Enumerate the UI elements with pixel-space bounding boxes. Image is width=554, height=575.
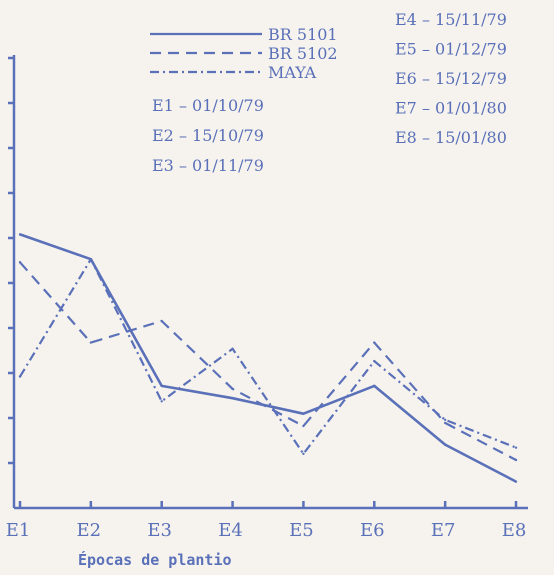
data-point bbox=[373, 359, 376, 363]
x-tick-label: E2 bbox=[77, 520, 102, 541]
series-line-maya bbox=[19, 258, 517, 455]
data-point bbox=[514, 446, 518, 449]
data-point bbox=[231, 397, 234, 400]
data-point bbox=[18, 261, 22, 264]
x-tick-label: E7 bbox=[431, 520, 456, 541]
data-point bbox=[160, 319, 163, 323]
epoch-legend-entry: E5 – 01/12/79 bbox=[395, 40, 507, 59]
x-tick-label: E3 bbox=[147, 520, 172, 541]
data-point bbox=[18, 375, 22, 378]
x-tick-label: E6 bbox=[360, 520, 385, 541]
data-point bbox=[302, 452, 305, 456]
x-tick-label: E8 bbox=[502, 520, 527, 541]
data-point bbox=[160, 400, 163, 403]
epoch-legend-entry: E3 – 01/11/79 bbox=[152, 156, 264, 175]
x-tick-label: E4 bbox=[218, 520, 243, 541]
epoch-legend-entry: E1 – 01/10/79 bbox=[152, 96, 264, 115]
data-point bbox=[373, 384, 376, 388]
legend-entry-label: BR 5102 bbox=[268, 44, 338, 63]
epoch-legend-entry: E7 – 01/01/80 bbox=[395, 99, 507, 118]
data-point bbox=[160, 384, 163, 388]
data-point bbox=[302, 424, 305, 428]
x-tick-labels: E1 E2 E3 E4 E5 E6 E7 E8 bbox=[6, 520, 527, 541]
data-point bbox=[514, 480, 518, 483]
epoch-legend-entry: E2 – 15/10/79 bbox=[152, 126, 264, 145]
x-tick-label: E1 bbox=[6, 520, 31, 541]
x-axis-label: Épocas de plantio bbox=[78, 550, 232, 569]
legend-entry-label: MAYA bbox=[268, 63, 317, 82]
data-point bbox=[443, 418, 447, 422]
data-point bbox=[373, 341, 376, 344]
epoch-legend-entry: E6 – 15/12/79 bbox=[395, 69, 507, 88]
data-point bbox=[231, 387, 234, 391]
series-line-br-5101 bbox=[19, 233, 517, 483]
series-lines bbox=[18, 233, 518, 483]
x-tick-label: E5 bbox=[289, 520, 314, 541]
data-point bbox=[18, 233, 22, 236]
data-point bbox=[443, 421, 447, 425]
data-point bbox=[302, 412, 305, 415]
data-point bbox=[89, 257, 93, 261]
data-point bbox=[443, 443, 447, 446]
epoch-legend-entry: E4 – 15/11/79 bbox=[395, 10, 507, 29]
axes bbox=[8, 55, 528, 510]
data-point bbox=[231, 347, 234, 350]
epoch-legend-entry: E8 – 15/01/80 bbox=[395, 128, 507, 147]
data-point bbox=[514, 458, 518, 462]
legend-entry-label: BR 5101 bbox=[268, 25, 338, 44]
data-point bbox=[89, 341, 93, 344]
